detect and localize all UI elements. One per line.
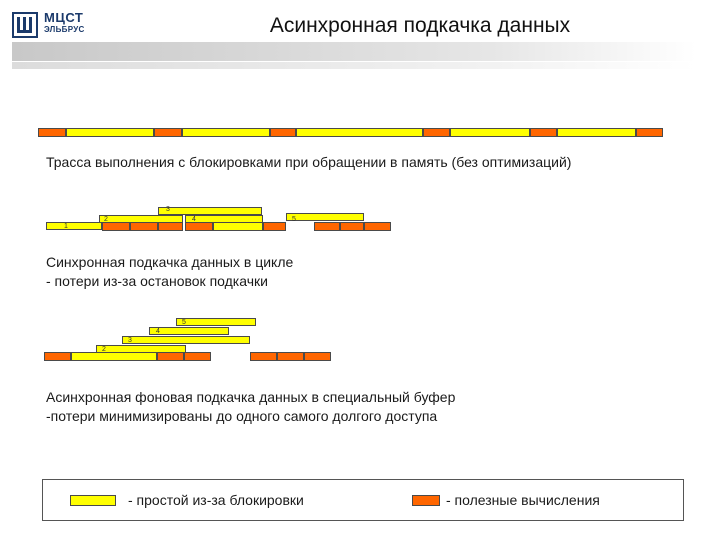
idle-bar bbox=[557, 128, 636, 137]
useful-bar bbox=[423, 128, 450, 137]
legend-idle-swatch bbox=[70, 495, 116, 506]
prefetch-label-5: 5 bbox=[182, 319, 186, 326]
prefetch-label-3: 3 bbox=[166, 206, 170, 213]
mcst-logo: МЦСТ ЭЛЬБРУС bbox=[12, 10, 88, 40]
useful-bar bbox=[340, 222, 364, 231]
useful-bar bbox=[277, 352, 304, 361]
logo-text-main: МЦСТ bbox=[44, 10, 84, 25]
mcst-logo-icon bbox=[12, 12, 38, 38]
prefetch-label-2: 2 bbox=[102, 346, 106, 353]
useful-bar bbox=[263, 222, 286, 231]
logo-text-sub: ЭЛЬБРУС bbox=[44, 25, 85, 34]
legend bbox=[42, 479, 684, 521]
prefetch-label-1: 1 bbox=[64, 223, 68, 230]
slide-title: Асинхронная подкачка данных bbox=[269, 14, 571, 37]
prefetch-label-5: 5 bbox=[292, 216, 296, 223]
useful-bar bbox=[184, 352, 211, 361]
prefetch-bar-3 bbox=[122, 336, 250, 344]
header-divider-thin bbox=[12, 62, 696, 69]
prefetch-bar-5 bbox=[176, 318, 256, 326]
legend-idle-label: - простой из-за блокировки bbox=[128, 492, 304, 508]
legend-useful-swatch bbox=[412, 495, 440, 506]
idle-bar bbox=[296, 128, 423, 137]
prefetch-bar-4 bbox=[149, 327, 229, 335]
useful-bar bbox=[636, 128, 663, 137]
useful-bar bbox=[364, 222, 391, 231]
useful-bar bbox=[158, 222, 183, 231]
prefetch-bar-3 bbox=[158, 207, 262, 215]
idle-bar bbox=[213, 222, 263, 231]
prefetch-bar-5 bbox=[286, 213, 364, 221]
useful-bar bbox=[44, 352, 71, 361]
idle-bar bbox=[71, 352, 157, 361]
prefetch-label-4: 4 bbox=[156, 328, 160, 335]
useful-bar bbox=[250, 352, 277, 361]
legend-useful-label: - полезные вычисления bbox=[446, 492, 600, 508]
prefetch-label-4: 4 bbox=[192, 216, 196, 223]
useful-bar bbox=[314, 222, 340, 231]
useful-bar bbox=[185, 222, 213, 231]
idle-bar bbox=[182, 128, 270, 137]
prefetch-label-2: 2 bbox=[104, 216, 108, 223]
async-prefetch-caption-1: Асинхронная фоновая подкачка данных в сп… bbox=[46, 389, 456, 405]
idle-bar bbox=[66, 128, 154, 137]
prefetch-label-3: 3 bbox=[128, 337, 132, 344]
header-divider-thick bbox=[12, 42, 696, 61]
prefetch-bar-1 bbox=[46, 222, 102, 230]
useful-bar bbox=[154, 128, 182, 137]
useful-bar bbox=[102, 222, 130, 231]
useful-bar bbox=[530, 128, 557, 137]
useful-bar bbox=[38, 128, 66, 137]
useful-bar bbox=[130, 222, 158, 231]
trace-blocking-caption: Трасса выполнения с блокировками при обр… bbox=[46, 154, 572, 170]
useful-bar bbox=[270, 128, 296, 137]
sync-prefetch-caption-1: Синхронная подкачка данных в цикле bbox=[46, 254, 294, 270]
useful-bar bbox=[304, 352, 331, 361]
sync-prefetch-caption-2: - потери из-за остановок подкачки bbox=[46, 273, 268, 289]
useful-bar bbox=[157, 352, 184, 361]
async-prefetch-caption-2: -потери минимизированы до одного самого … bbox=[46, 408, 438, 424]
idle-bar bbox=[450, 128, 530, 137]
